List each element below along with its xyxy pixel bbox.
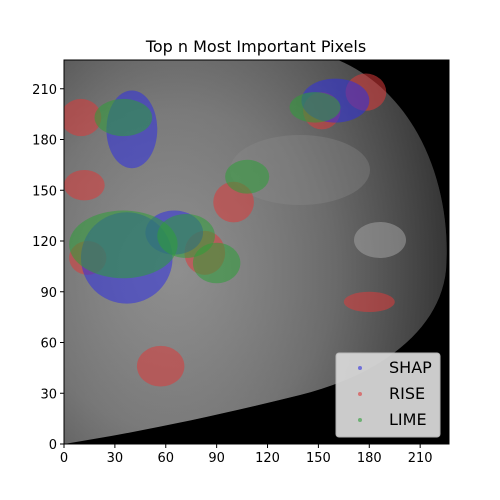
- y-tick-label: 180: [32, 134, 57, 149]
- y-tick-label: 0: [49, 438, 57, 453]
- legend-marker-rise: [358, 392, 362, 396]
- region-rise: [344, 292, 395, 312]
- region-rise: [137, 346, 184, 387]
- x-tick-label: 0: [60, 451, 68, 466]
- legend-label-rise: RISE: [389, 384, 425, 403]
- y-tick-label: 60: [40, 337, 57, 352]
- region-lime: [225, 160, 269, 194]
- y-tick-label: 30: [40, 387, 57, 402]
- region-lime: [193, 243, 240, 284]
- y-axis: 0 30 60 90 120 150 180 210: [32, 83, 64, 453]
- x-tick-label: 30: [107, 451, 124, 466]
- legend-marker-lime: [358, 418, 362, 422]
- region-rise: [64, 170, 105, 200]
- y-tick-label: 90: [40, 286, 57, 301]
- x-tick-label: 180: [357, 451, 382, 466]
- legend-label-lime: LIME: [389, 410, 427, 429]
- y-tick-label: 210: [32, 83, 57, 98]
- legend-marker-shap: [358, 366, 362, 370]
- x-tick-label: 90: [208, 451, 225, 466]
- region-lime: [95, 99, 153, 136]
- legend-label-shap: SHAP: [389, 358, 432, 377]
- x-tick-label: 60: [157, 451, 174, 466]
- tissue-highlight: [354, 222, 406, 258]
- y-tick-label: 150: [32, 184, 57, 199]
- x-tick-label: 210: [408, 451, 433, 466]
- x-axis: 0 30 60 90 120 150 180 210: [60, 444, 433, 466]
- x-tick-label: 120: [255, 451, 280, 466]
- region-lime: [290, 92, 341, 122]
- y-tick-label: 120: [32, 235, 57, 250]
- x-tick-label: 150: [306, 451, 331, 466]
- legend: SHAP RISE LIME: [336, 353, 440, 437]
- chart-title: Top n Most Important Pixels: [145, 37, 366, 56]
